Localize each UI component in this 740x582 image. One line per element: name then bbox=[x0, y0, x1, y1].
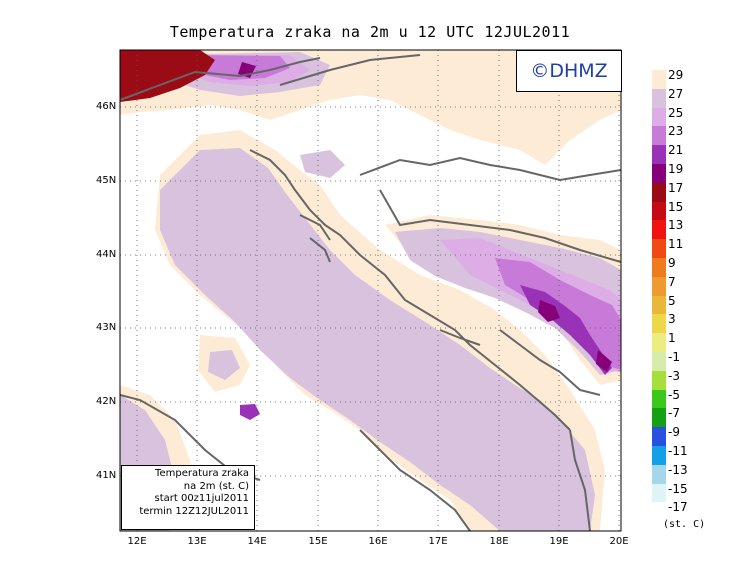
legend-label: 11 bbox=[668, 237, 684, 252]
legend-label: 7 bbox=[668, 274, 676, 289]
legend-swatch bbox=[652, 220, 666, 240]
lon-label: 19E bbox=[549, 536, 569, 547]
legend-swatch bbox=[652, 295, 666, 315]
lon-label: 15E bbox=[308, 536, 328, 547]
legend-label: -17 bbox=[668, 500, 688, 515]
legend-swatch bbox=[652, 145, 666, 165]
legend-label: 25 bbox=[668, 105, 684, 120]
coastline-albania bbox=[569, 429, 591, 531]
info-box: Temperatura zraka na 2m (st. C) start 00… bbox=[121, 465, 255, 530]
legend-label: -9 bbox=[668, 425, 680, 440]
legend-swatch bbox=[652, 370, 666, 390]
lat-label: 43N bbox=[96, 322, 117, 333]
legend-swatch bbox=[652, 389, 666, 409]
legend-swatch bbox=[652, 352, 666, 371]
island-1 bbox=[299, 214, 331, 241]
lat-label: 41N bbox=[96, 470, 117, 481]
map-frame bbox=[119, 49, 622, 532]
lat-lon-grid bbox=[120, 50, 621, 531]
lon-label: 12E bbox=[127, 536, 147, 547]
legend-label: 13 bbox=[668, 218, 684, 233]
info-line: termin 12Z12JUL2011 bbox=[139, 505, 249, 517]
legend-label: -11 bbox=[668, 444, 688, 458]
legend-label: 9 bbox=[668, 256, 676, 270]
lavender-inland bbox=[395, 228, 621, 375]
border-south bbox=[499, 329, 601, 396]
legend-swatch bbox=[652, 446, 666, 465]
lat-label: 46N bbox=[96, 101, 117, 112]
legend-swatch bbox=[652, 201, 666, 221]
dark-purple-spot bbox=[240, 404, 260, 420]
legend-swatch bbox=[652, 164, 666, 183]
legend-swatch bbox=[652, 126, 666, 146]
legend-label: -1 bbox=[668, 350, 680, 364]
legend-label: 21 bbox=[668, 143, 684, 158]
legend-swatch bbox=[652, 408, 666, 428]
legend-label: 1 bbox=[668, 331, 676, 346]
temperature-field bbox=[120, 50, 621, 531]
lavender-spot bbox=[208, 350, 240, 380]
map-title: Temperatura zraka na 2m u 12 UTC 12JUL20… bbox=[169, 23, 571, 41]
legend-swatch bbox=[652, 70, 666, 89]
lon-label: 13E bbox=[187, 536, 207, 547]
border-inland bbox=[359, 156, 621, 182]
info-line: na 2m (st. C) bbox=[183, 480, 249, 492]
deep-purple-1 bbox=[538, 300, 560, 322]
lat-label: 42N bbox=[96, 396, 117, 407]
legend-label: 5 bbox=[668, 293, 676, 308]
lon-label: 17E bbox=[428, 536, 448, 547]
legend-label: -15 bbox=[668, 481, 688, 496]
legend-label: 3 bbox=[668, 312, 676, 327]
legend-swatch bbox=[652, 483, 666, 503]
deep-purple-2 bbox=[596, 350, 612, 372]
legend-label: 27 bbox=[668, 86, 684, 101]
info-line: start 00z11jul2011 bbox=[154, 493, 249, 504]
legend-swatch bbox=[652, 239, 666, 259]
legend-swatch bbox=[652, 464, 666, 484]
legend-label: 19 bbox=[668, 162, 684, 176]
legend-label: 15 bbox=[668, 199, 684, 214]
legend-label: -7 bbox=[668, 406, 680, 421]
legend-swatch bbox=[652, 314, 666, 334]
lavender-adriatic bbox=[160, 148, 595, 531]
lon-label: 18E bbox=[489, 536, 509, 547]
legend-swatch bbox=[652, 182, 666, 202]
legend-label: 17 bbox=[668, 180, 684, 195]
legend-swatch bbox=[652, 88, 666, 108]
legend-swatch bbox=[652, 258, 666, 277]
border-north bbox=[279, 54, 421, 86]
lavender-north-2 bbox=[300, 150, 345, 178]
legend-swatch bbox=[652, 276, 666, 296]
legend-label: -5 bbox=[668, 387, 680, 402]
lat-label: 44N bbox=[96, 249, 117, 260]
island-3 bbox=[439, 329, 481, 346]
border-east bbox=[379, 189, 621, 263]
info-line: Temperatura zraka bbox=[155, 468, 249, 479]
legend-label: 23 bbox=[668, 124, 684, 139]
coastline-italy-lower bbox=[359, 429, 471, 531]
legend-unit: (st. C) bbox=[663, 519, 706, 530]
island-2 bbox=[309, 237, 331, 263]
legend-label: 29 bbox=[668, 68, 684, 82]
legend-swatch bbox=[652, 502, 666, 522]
legend-swatch bbox=[652, 333, 666, 353]
coastline-croatia bbox=[249, 149, 571, 431]
copyright-label: ©DHMZ bbox=[516, 50, 622, 92]
legend-label: -3 bbox=[668, 368, 680, 383]
coastline-italy bbox=[120, 57, 321, 101]
legend-label: -13 bbox=[668, 462, 688, 477]
legend-swatch bbox=[652, 427, 666, 447]
lat-label: 45N bbox=[96, 175, 117, 186]
lon-label: 20E bbox=[609, 536, 629, 547]
lon-label: 14E bbox=[247, 536, 267, 547]
legend-swatch bbox=[652, 107, 666, 127]
coastlines bbox=[120, 54, 621, 531]
lon-label: 16E bbox=[368, 536, 388, 547]
red-corner bbox=[120, 50, 215, 102]
